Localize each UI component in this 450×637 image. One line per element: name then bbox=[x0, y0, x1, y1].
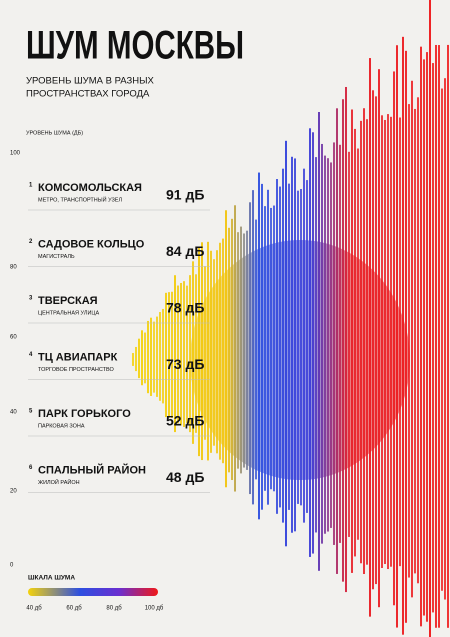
item-description: МАГИСТРАЛЬ bbox=[38, 254, 75, 260]
noise-bar bbox=[411, 80, 413, 598]
noise-bar bbox=[135, 346, 137, 372]
legend-label: 40 дб bbox=[26, 606, 42, 612]
item-level: 52 дБ bbox=[166, 413, 204, 429]
noise-bar bbox=[189, 275, 191, 433]
axis-tick: 0 bbox=[10, 563, 14, 569]
noise-bar bbox=[153, 321, 155, 393]
noise-bar bbox=[159, 312, 161, 401]
noise-bar bbox=[432, 63, 434, 613]
item-name: ПАРК ГОРЬКОГО bbox=[38, 408, 131, 420]
item-description: ЖИЛОЙ РАЙОН bbox=[38, 478, 80, 486]
noise-bar bbox=[147, 320, 149, 394]
legend-label: 60 дб bbox=[66, 606, 82, 612]
item-name: СПАЛЬНЫЙ РАЙОН bbox=[38, 463, 146, 476]
noise-bar bbox=[438, 45, 440, 628]
noise-bar bbox=[423, 59, 425, 616]
item-name: ТЦ АВИАПАРК bbox=[38, 351, 118, 363]
noise-bar bbox=[447, 44, 449, 628]
item-level: 84 дБ bbox=[166, 243, 204, 259]
item-rank: 2 bbox=[29, 239, 33, 245]
noise-visual bbox=[132, 0, 449, 637]
item-description: МЕТРО, ТРАНСПОРТНЫЙ УЗЕЛ bbox=[38, 195, 122, 203]
legend-label: 100 дб bbox=[145, 606, 164, 612]
item-rank: 1 bbox=[29, 183, 33, 189]
noise-bar bbox=[435, 44, 437, 628]
noise-bar bbox=[144, 332, 146, 384]
title: ШУМ МОСКВЫ bbox=[26, 24, 244, 68]
noise-bar bbox=[408, 104, 410, 578]
noise-bar bbox=[138, 338, 140, 379]
subtitle: ПРОСТРАНСТВАХ ГОРОДА bbox=[26, 89, 150, 100]
item-level: 48 дБ bbox=[166, 469, 204, 485]
noise-bar bbox=[441, 88, 443, 591]
item-rank: 3 bbox=[29, 296, 33, 302]
axis-tick: 80 bbox=[10, 265, 17, 271]
noise-bar bbox=[141, 330, 143, 386]
item-rank: 5 bbox=[29, 409, 33, 415]
subtitle: УРОВЕНЬ ШУМА В РАЗНЫХ bbox=[26, 76, 155, 87]
content: ШУМ МОСКВЫ УРОВЕНЬ ШУМА В РАЗНЫХ ПРОСТРАНС… bbox=[10, 24, 244, 612]
noise-bar bbox=[168, 292, 170, 418]
legend-label: 80 дб bbox=[106, 606, 122, 612]
noise-bar bbox=[156, 316, 158, 397]
legend-title: ШКАЛА ШУМА bbox=[28, 575, 75, 582]
noise-bar bbox=[165, 292, 167, 418]
noise-bar bbox=[132, 353, 134, 366]
noise-bar bbox=[180, 282, 182, 426]
legend-scale bbox=[28, 588, 158, 596]
noise-bar bbox=[171, 291, 173, 419]
item-level: 91 дБ bbox=[166, 187, 204, 203]
noise-bar bbox=[150, 317, 152, 396]
noise-bar bbox=[186, 285, 188, 424]
axis-tick: 40 bbox=[10, 410, 17, 416]
item-name: ТВЕРСКАЯ bbox=[38, 295, 98, 307]
item-description: ТОРГОВОЕ ПРОСТРАНСТВО bbox=[38, 367, 114, 373]
axis-tick: 60 bbox=[10, 335, 17, 341]
item-rank: 4 bbox=[29, 352, 33, 358]
item-name: САДОВОЕ КОЛЬЦО bbox=[38, 238, 145, 250]
noise-bar bbox=[444, 78, 446, 600]
noise-bar bbox=[426, 52, 428, 622]
noise-bar bbox=[162, 308, 164, 404]
item-rank: 6 bbox=[29, 465, 33, 471]
noise-bar bbox=[177, 285, 179, 424]
noise-core bbox=[190, 240, 410, 480]
noise-bar bbox=[420, 46, 422, 627]
item-name: КОМСОМОЛЬСКАЯ bbox=[38, 182, 142, 194]
item-level: 78 дБ bbox=[166, 300, 204, 316]
item-level: 73 дБ bbox=[166, 356, 204, 372]
noise-bar bbox=[414, 108, 416, 574]
axis-label: УРОВЕНЬ ШУМА (ДБ) bbox=[26, 130, 83, 136]
axis-tick: 100 bbox=[10, 151, 21, 157]
noise-bar bbox=[417, 97, 419, 584]
axis-tick: 20 bbox=[10, 489, 17, 495]
item-description: ЦЕНТРАЛЬНАЯ УЛИЦА bbox=[38, 310, 99, 316]
noise-bar bbox=[429, 0, 431, 637]
noise-bar bbox=[174, 275, 176, 433]
item-description: ПАРКОВАЯ ЗОНА bbox=[38, 423, 85, 429]
noise-bar bbox=[183, 281, 185, 428]
